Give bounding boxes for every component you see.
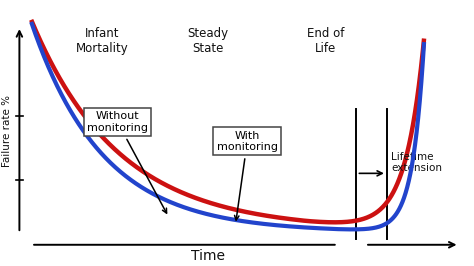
Text: Without
monitoring: Without monitoring: [87, 111, 166, 213]
Text: Failure rate %: Failure rate %: [2, 95, 12, 167]
Text: Steady
State: Steady State: [187, 27, 228, 55]
Text: Time: Time: [191, 249, 225, 263]
Text: Lifetime
extension: Lifetime extension: [392, 152, 442, 173]
Text: Infant
Mortality: Infant Mortality: [75, 27, 128, 55]
Text: End of
Life: End of Life: [307, 27, 345, 55]
Text: With
monitoring: With monitoring: [217, 131, 278, 220]
